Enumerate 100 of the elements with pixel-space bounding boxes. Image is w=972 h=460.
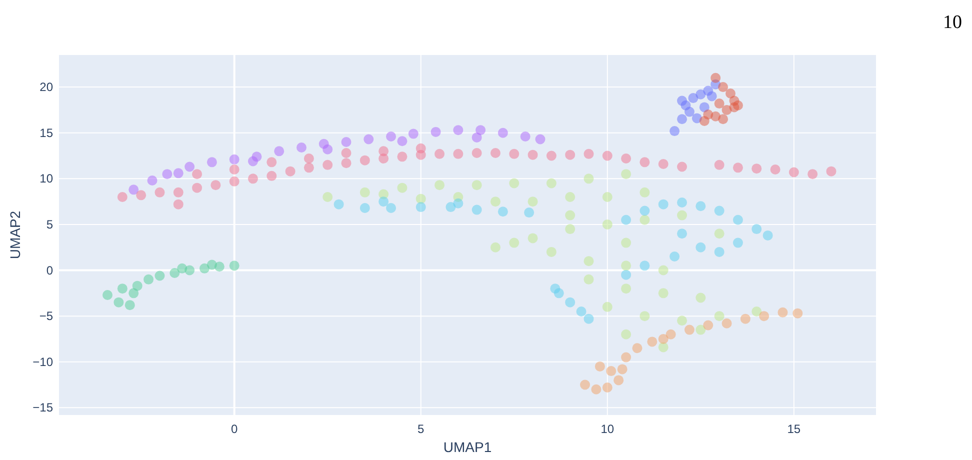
point <box>472 204 482 215</box>
point <box>472 180 482 190</box>
point <box>584 274 594 284</box>
point <box>453 198 464 208</box>
x-tick-label: 10 <box>600 422 614 436</box>
point <box>714 98 724 109</box>
point <box>778 307 788 318</box>
point <box>229 260 240 271</box>
point <box>621 352 632 362</box>
point <box>621 238 632 248</box>
point <box>677 96 688 106</box>
point <box>434 180 445 190</box>
point <box>177 263 188 274</box>
point <box>740 314 750 324</box>
point <box>397 136 408 146</box>
point <box>334 199 344 210</box>
point <box>524 208 534 218</box>
point <box>752 164 762 174</box>
point <box>666 329 676 340</box>
point <box>114 297 124 308</box>
point <box>826 166 836 176</box>
point <box>416 143 426 154</box>
point <box>565 192 576 202</box>
point <box>360 187 370 198</box>
point <box>322 144 333 154</box>
point <box>136 190 146 200</box>
y-tick-label: −15 <box>32 400 54 415</box>
point <box>266 157 277 168</box>
point <box>397 182 408 193</box>
point <box>602 150 612 161</box>
point <box>640 260 650 271</box>
point <box>658 342 668 352</box>
x-tick-label: 0 <box>230 422 238 436</box>
text: 10 <box>943 12 962 33</box>
point <box>677 316 688 326</box>
point <box>696 324 706 335</box>
point <box>699 102 710 112</box>
point <box>565 210 576 220</box>
point <box>576 306 586 316</box>
point <box>677 228 688 239</box>
point <box>621 284 632 294</box>
point <box>621 154 632 164</box>
point <box>434 148 445 159</box>
point <box>550 284 560 294</box>
point <box>584 314 594 324</box>
point <box>714 311 724 322</box>
point <box>658 288 668 298</box>
point <box>584 174 594 184</box>
point <box>266 170 277 181</box>
point <box>472 132 482 142</box>
point <box>184 162 195 172</box>
point <box>621 260 632 271</box>
point <box>360 202 370 213</box>
point <box>670 252 680 262</box>
point <box>565 297 576 308</box>
point <box>408 128 418 139</box>
point <box>192 169 202 180</box>
point <box>752 224 762 234</box>
point <box>173 187 184 198</box>
y-tick-label: 0 <box>46 263 54 278</box>
point <box>364 134 374 144</box>
point <box>128 288 139 298</box>
point <box>621 270 632 280</box>
point <box>144 274 154 284</box>
point <box>229 154 240 164</box>
point <box>546 246 556 257</box>
point <box>714 206 724 216</box>
point <box>322 160 333 170</box>
y-tick-label: −10 <box>32 354 54 369</box>
point <box>621 214 632 225</box>
point <box>640 206 650 216</box>
point <box>509 178 520 188</box>
point <box>416 202 426 212</box>
point <box>580 380 590 390</box>
point <box>602 192 612 202</box>
point <box>621 169 632 180</box>
y-tick-label: 5 <box>46 217 54 232</box>
x-tick-label: 5 <box>418 422 425 436</box>
point <box>360 155 370 166</box>
point <box>546 150 556 161</box>
point <box>703 320 714 330</box>
point <box>546 178 556 188</box>
point <box>378 196 389 207</box>
point <box>416 194 426 204</box>
point <box>296 142 306 153</box>
point <box>658 265 668 276</box>
y-tick-label: −5 <box>39 309 54 324</box>
point <box>528 196 538 207</box>
point <box>647 336 658 347</box>
point <box>718 82 728 92</box>
point <box>714 246 724 257</box>
x-axis-title: UMAP1 <box>443 439 492 455</box>
point <box>688 93 698 104</box>
point <box>378 146 389 156</box>
point <box>684 106 694 117</box>
point <box>490 242 500 252</box>
point <box>498 128 508 138</box>
point <box>304 154 314 164</box>
point <box>154 270 165 281</box>
point <box>732 162 743 173</box>
